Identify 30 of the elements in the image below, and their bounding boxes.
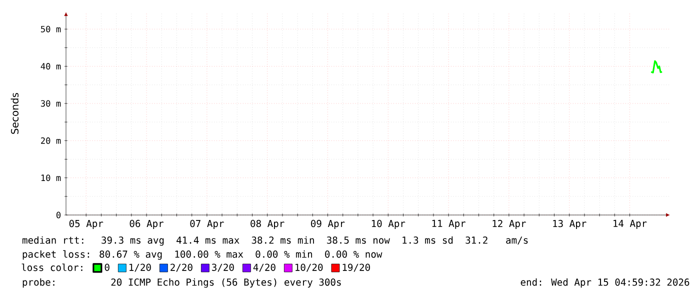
- x-tick-label: 09 Apr: [311, 220, 345, 230]
- y-tick-label: 50 m: [40, 26, 61, 32]
- y-tick-label: 30 m: [40, 100, 61, 107]
- legend-label: 10/20: [296, 264, 323, 272]
- line-series: [650, 60, 663, 74]
- y-tick-label: 10 m: [41, 174, 61, 182]
- x-tick-label: 12 Apr: [492, 220, 526, 230]
- legend-label: 2/20: [170, 264, 192, 272]
- x-tick-label: 13 Apr: [553, 220, 586, 230]
- x-tick-label: 10 Apr: [372, 220, 406, 230]
- legend-label: 1/20: [130, 264, 151, 272]
- y-tick-label: 20 m: [41, 137, 61, 144]
- legend-label: 0: [104, 264, 110, 271]
- legend-label: 4/20: [253, 264, 276, 272]
- legend-label: 19/20: [342, 264, 370, 272]
- y-axis-title: Seconds: [10, 92, 19, 134]
- x-tick-label: 11 Apr: [432, 220, 466, 229]
- x-tick-label: 14 Apr: [614, 220, 647, 229]
- x-tick-label: 06 Apr: [130, 220, 164, 230]
- y-tick-label: 40 m: [40, 63, 61, 70]
- text: end: Wed Apr 15 04:59:32 2026: [520, 278, 690, 288]
- x-tick-label: 05 Apr: [69, 220, 104, 230]
- text: median rtt: 39.3 ms avg 41.4 ms max 38.2 ms min 38.5 ms now 1.3 ms sd 31.2 am/s: [22, 236, 528, 246]
- text: packet loss: 80.67 % avg 100.00 % max 0.00 % min 0.00 % now: [22, 250, 382, 260]
- legend-label: 3/20: [212, 264, 234, 272]
- legend-title: loss color:: [22, 264, 82, 272]
- x-tick-label: 07 Apr: [190, 220, 224, 230]
- text: probe: 20 ICMP Echo Pings (56 Bytes) every 300s: [22, 278, 341, 288]
- x-tick-label: 08 Apr: [250, 220, 284, 230]
- y-tick-label: 0: [56, 212, 61, 218]
